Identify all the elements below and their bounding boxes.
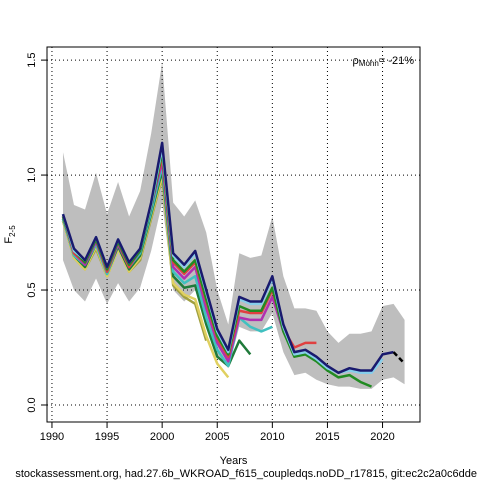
x-tick-label: 2000 [150, 431, 174, 443]
y-tick-label: 0.5 [26, 282, 38, 297]
y-tick-label: 1.5 [26, 52, 38, 67]
x-tick-label: 1990 [40, 431, 64, 443]
y-tick-label: 1.0 [26, 167, 38, 182]
x-tick-label: 2015 [315, 431, 339, 443]
x-tick-label: 2020 [370, 431, 394, 443]
y-tick-label: 0.0 [26, 397, 38, 412]
retro-line [392, 351, 406, 365]
annotation-symbol: ρ [353, 55, 359, 67]
y-axis-label-sub: 2-5 [8, 225, 17, 237]
x-axis-label: Years [220, 455, 248, 467]
plot-frame [46, 46, 421, 423]
retro-line [61, 141, 394, 375]
x-tick-label: 1995 [95, 431, 119, 443]
annotation-sub: Mohn [359, 59, 379, 68]
y-axis-label: F2-5 [3, 225, 17, 244]
footer: stockassessment.org, had.27.6b_WKROAD_f6… [15, 468, 477, 480]
x-tick-label: 2010 [260, 431, 284, 443]
x-tick-label: 2005 [205, 431, 229, 443]
y-axis-label-main: F [3, 237, 15, 244]
annotation: ρMohn= -21% [353, 55, 415, 68]
annotation-text: = -21% [379, 55, 414, 67]
